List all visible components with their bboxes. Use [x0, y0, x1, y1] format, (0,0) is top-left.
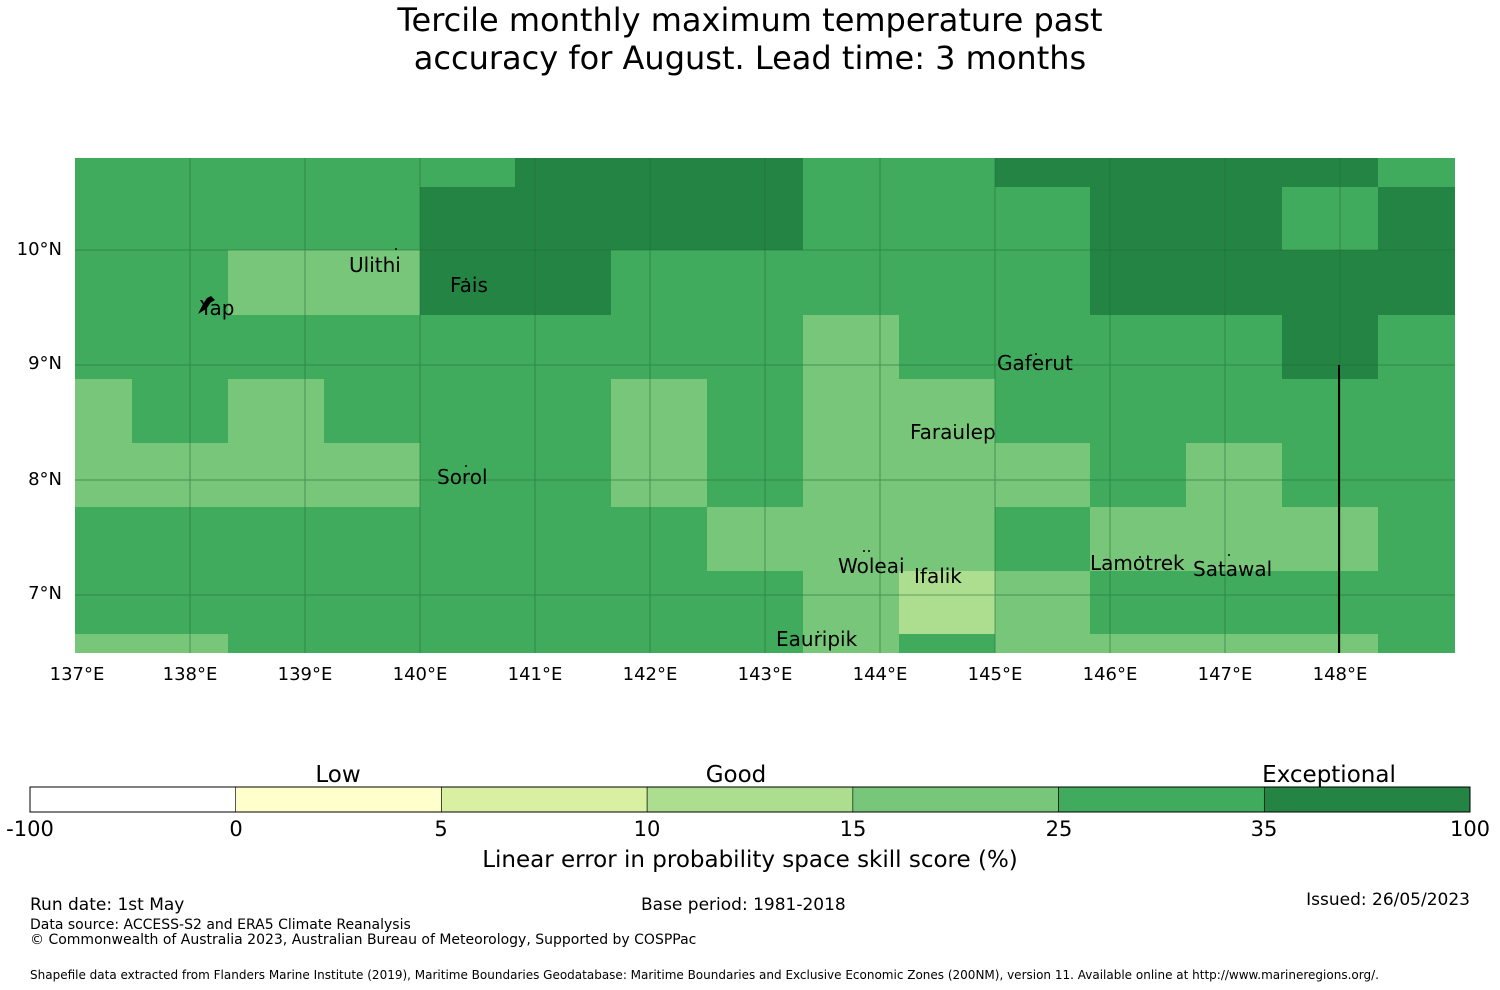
- copyright: © Commonwealth of Australia 2023, Austra…: [30, 932, 697, 948]
- run-date: Run date: 1st May: [30, 895, 185, 915]
- place-sorol: Sorol: [437, 465, 488, 489]
- place-ulithi: Ulithi: [349, 253, 401, 277]
- colorbar-tick: 100: [1449, 817, 1491, 841]
- map-title-line-1: Tercile monthly maximum temperature past: [397, 1, 1103, 39]
- lon-label-144e: 144°E: [852, 664, 908, 685]
- island-dots: [395, 248, 1230, 633]
- lon-label-146e: 146°E: [1082, 664, 1138, 685]
- shapefile-credit: Shapefile data extracted from Flanders M…: [30, 968, 1379, 982]
- lat-label-8n: 8°N: [28, 469, 62, 490]
- colorbar-tick: 10: [633, 817, 661, 841]
- colorbar-segment: [646, 786, 854, 813]
- colorbar-segment: [1263, 786, 1471, 813]
- lon-label-145e: 145°E: [967, 664, 1023, 685]
- category-exceptional: Exceptional: [1262, 762, 1396, 788]
- colorbar-tick: 5: [434, 817, 448, 841]
- data-source: Data source: ACCESS-S2 and ERA5 Climate …: [30, 917, 411, 933]
- place-yap: Yap: [200, 296, 235, 320]
- exceptional-cells: [420, 158, 1455, 379]
- place-faraulep: Faraulep: [910, 420, 996, 444]
- colorbar-frame: [29, 786, 1471, 813]
- place-lamotrek: Lamotrek: [1090, 551, 1185, 575]
- colorbar-tick: 0: [229, 817, 243, 841]
- lon-label-148e: 148°E: [1312, 664, 1368, 685]
- category-low: Low: [315, 762, 361, 788]
- lon-label-138e: 138°E: [162, 664, 218, 685]
- colorbar-tick: 35: [1250, 817, 1278, 841]
- base-period: Base period: 1981-2018: [641, 895, 846, 915]
- map-title-line-2: accuracy for August. Lead time: 3 months: [413, 39, 1087, 77]
- lon-label-147e: 147°E: [1197, 664, 1253, 685]
- issued-date: Issued: 26/05/2023: [1306, 890, 1470, 910]
- colorbar-tick: 15: [839, 817, 867, 841]
- category-good: Good: [705, 762, 767, 788]
- lat-label-7n: 7°N: [28, 583, 62, 604]
- colorbar-segment: [441, 786, 648, 813]
- lon-label-139e: 139°E: [277, 664, 333, 685]
- colorbar-label: Linear error in probability space skill …: [482, 847, 1018, 873]
- lon-label-137e: 137°E: [49, 664, 105, 685]
- yap-island-shape: [198, 296, 215, 314]
- colorbar-segment: [852, 786, 1059, 813]
- lon-label-140e: 140°E: [392, 664, 448, 685]
- place-satawal: Satawal: [1193, 557, 1273, 581]
- colorbar-segment: [1058, 786, 1265, 813]
- lat-label-9n: 9°N: [28, 353, 62, 374]
- lat-label-10n: 10°N: [16, 239, 62, 260]
- colorbar-segment: [235, 786, 442, 813]
- place-woleai: Woleai: [838, 554, 905, 578]
- place-gaferut: Gaferut: [997, 351, 1073, 375]
- lon-label-142e: 142°E: [622, 664, 678, 685]
- lon-label-141e: 141°E: [507, 664, 563, 685]
- colorbar-tick: 25: [1045, 817, 1073, 841]
- colorbar-tick: -100: [6, 817, 54, 841]
- graticule: [75, 158, 1455, 653]
- place-eauripik: Eauripik: [776, 627, 858, 651]
- colorbar-segment: [29, 786, 237, 813]
- place-fais: Fais: [450, 273, 488, 297]
- skill-map: [75, 158, 1455, 653]
- low-good-cell: [899, 571, 995, 634]
- lon-label-143e: 143°E: [737, 664, 793, 685]
- place-ifalik: Ifalik: [914, 564, 962, 588]
